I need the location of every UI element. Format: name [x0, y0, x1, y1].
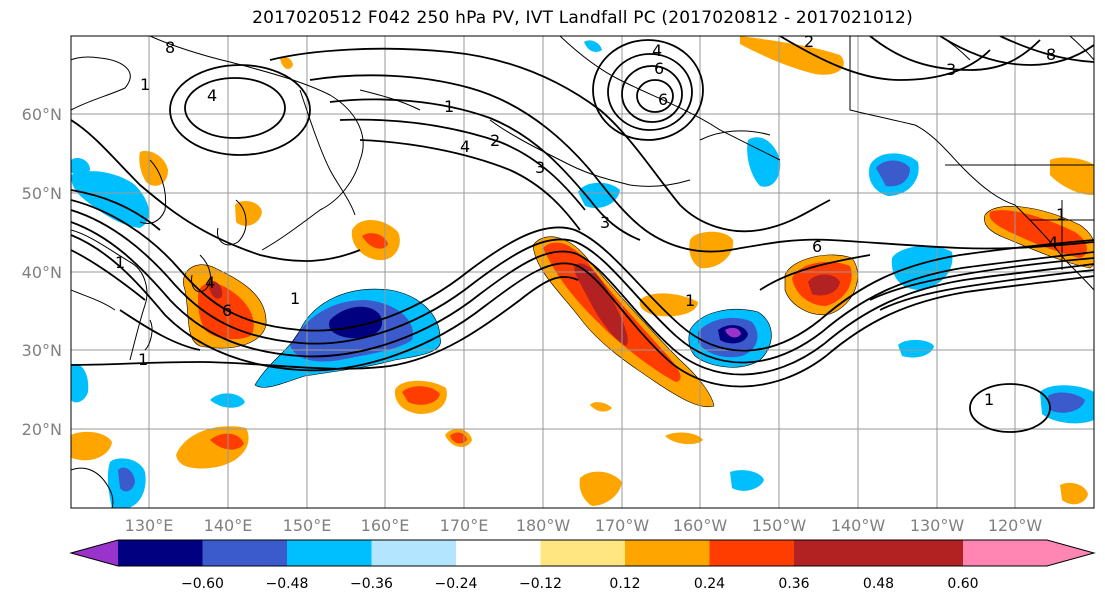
colorbar-segment	[456, 540, 541, 566]
contour-label: 2	[804, 32, 814, 51]
lon-label: 140°W	[831, 516, 886, 535]
lon-label: 160°E	[361, 516, 410, 535]
colorbar-tick: −0.60	[181, 576, 224, 592]
colorbar-extend-low	[71, 540, 118, 566]
lat-label-20n: 20°N	[22, 420, 62, 439]
colorbar-segment	[118, 540, 203, 566]
contour-label: 3	[946, 60, 956, 79]
lon-label: 130°E	[125, 516, 174, 535]
colorbar-tick: 0.36	[778, 576, 809, 592]
contour-label: 8	[1046, 45, 1056, 64]
colorbar-tick: −0.12	[519, 576, 562, 592]
contour-label: 4	[205, 273, 215, 292]
colorbar-tick: 0.12	[609, 576, 640, 592]
lon-label: 170°W	[595, 516, 650, 535]
pv-contours	[71, 36, 1094, 433]
longitude-labels: 130°E 140°E 150°E 160°E 170°E 180°W 170°…	[125, 516, 1043, 535]
colorbar-tick: 0.48	[863, 576, 894, 592]
lon-label: 180°W	[516, 516, 571, 535]
colorbar-segment	[540, 540, 625, 566]
latitude-labels: 60°N 50°N 40°N 30°N 20°N	[22, 105, 62, 439]
colorbar-extend-high	[963, 540, 1094, 566]
colorbar-tick: 0.24	[694, 576, 725, 592]
contour-label: 1	[290, 289, 300, 308]
colorbar-segment	[202, 540, 287, 566]
lon-label: 120°W	[988, 516, 1043, 535]
contour-label: 1	[984, 390, 994, 409]
lon-label: 150°W	[752, 516, 807, 535]
lat-label-30n: 30°N	[22, 341, 62, 360]
contour-label: 8	[165, 38, 175, 57]
lon-label: 150°E	[283, 516, 332, 535]
colorbar-tick: −0.48	[266, 576, 309, 592]
colorbar-segment	[625, 540, 710, 566]
contour-label: 1	[685, 291, 695, 310]
colorbar-segment	[878, 540, 963, 566]
contour-label: 6	[812, 237, 822, 256]
contour-label: 4	[652, 41, 662, 60]
contour-label: 1	[444, 97, 454, 116]
colorbar-outline	[69, 539, 1096, 567]
colorbar-segment	[709, 540, 794, 566]
colorbar-segment	[794, 540, 879, 566]
colorbar-tick: 0.60	[947, 576, 978, 592]
contour-label: 1	[115, 253, 125, 272]
contour-label: 1	[1056, 205, 1066, 224]
contour-label: 6	[654, 59, 664, 78]
lon-label: 160°W	[673, 516, 728, 535]
contour-label: 4	[1048, 233, 1058, 252]
map-frame	[70, 35, 1095, 509]
lon-label: 140°E	[204, 516, 253, 535]
graticule	[71, 36, 1094, 508]
lat-label-60n: 60°N	[22, 105, 62, 124]
contour-label: 1	[140, 75, 150, 94]
colorbar-tick-labels: −0.60 −0.48 −0.36 −0.24 −0.12 0.12 0.24 …	[181, 576, 979, 592]
lon-label: 170°E	[440, 516, 489, 535]
colorbar-segment	[371, 540, 456, 566]
contour-label: 4	[460, 137, 470, 156]
colorbar-segment	[287, 540, 372, 566]
contour-label: 6	[658, 90, 668, 109]
colorbar-tick: −0.24	[435, 576, 478, 592]
colorbar-tick: −0.36	[350, 576, 393, 592]
map-title: 2017020512 F042 250 hPa PV, IVT Landfall…	[252, 8, 913, 28]
contour-label: 1	[138, 350, 148, 369]
shading-outlines	[183, 206, 1094, 408]
contour-labels: 8 4 4 6 6 1 2 4 3 3 6 1 1 1 4 6 1 1 2 8 …	[115, 32, 1066, 409]
lon-label: 130°W	[910, 516, 965, 535]
pv-shading	[71, 36, 1094, 508]
contour-label: 4	[207, 86, 217, 105]
contour-label: 3	[535, 158, 545, 177]
contour-label: 6	[222, 301, 232, 320]
contour-label: 3	[600, 213, 610, 232]
lat-label-40n: 40°N	[22, 263, 62, 282]
contour-label: 2	[490, 131, 500, 150]
colorbar: −0.60 −0.48 −0.36 −0.24 −0.12 0.12 0.24 …	[69, 539, 1096, 592]
lat-label-50n: 50°N	[22, 184, 62, 203]
